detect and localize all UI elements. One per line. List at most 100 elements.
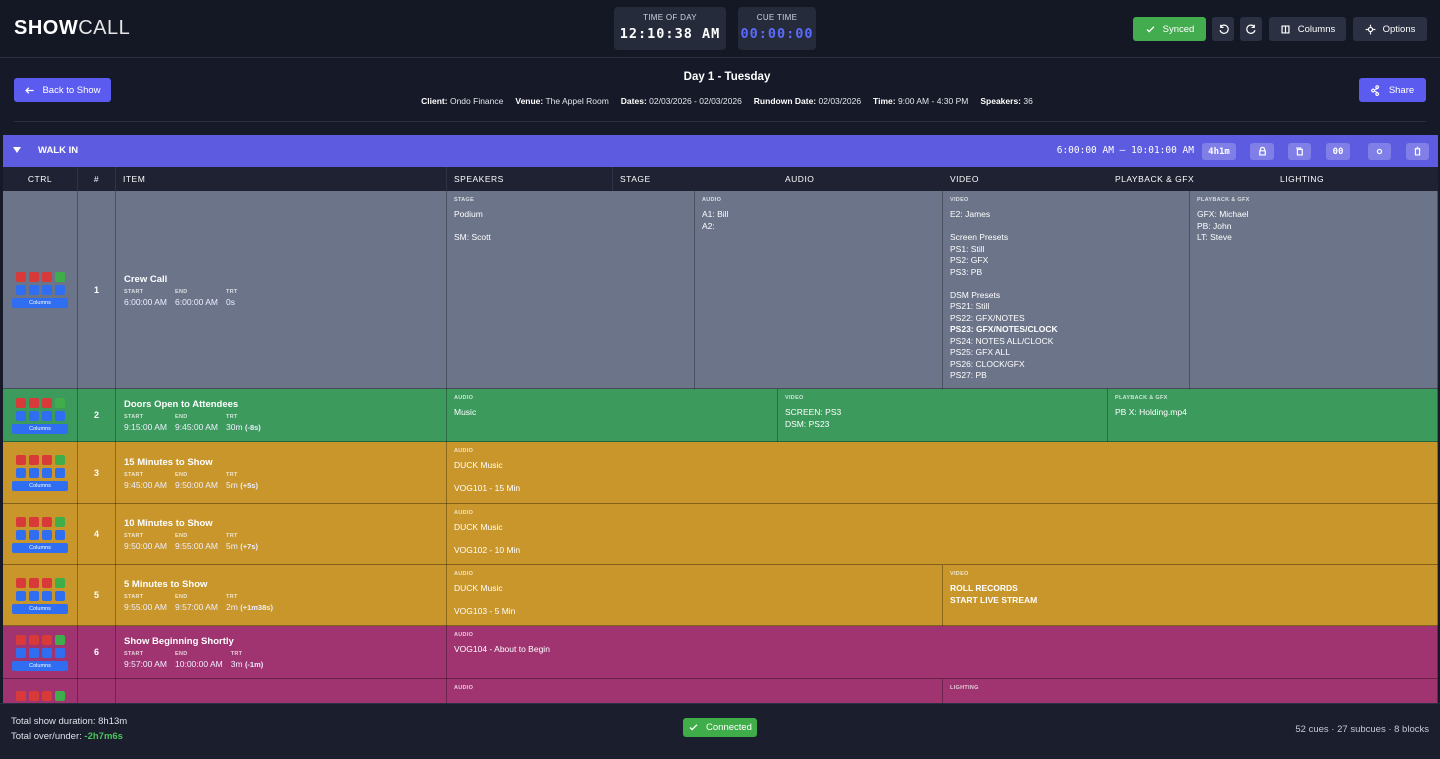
ctrl-button[interactable]: [41, 468, 52, 478]
time-field-value: 5m (+7s): [226, 541, 258, 551]
ctrl-button[interactable]: [54, 516, 65, 527]
ctrl-button[interactable]: [15, 455, 26, 465]
cell-label: AUDIO: [454, 448, 474, 454]
time-field-value: 9:57:00 AM: [124, 659, 168, 669]
info-item: Speakers: 36: [980, 96, 1032, 106]
ctrl-button[interactable]: [15, 285, 26, 295]
ctrl-button[interactable]: [15, 590, 26, 601]
total-over-under: Total over/under: -2h7m6s: [11, 731, 123, 742]
ctrl-button[interactable]: [41, 647, 52, 658]
ctrl-button[interactable]: [54, 397, 65, 408]
ctrl-button[interactable]: [15, 272, 26, 282]
ctrl-button[interactable]: [54, 577, 65, 588]
time-value: 12:10:38 AM: [619, 26, 721, 42]
department-cell: PLAYBACK & GFX GFX: Michael PB: John LT: St…: [1190, 191, 1438, 389]
back-button[interactable]: Back to Show: [14, 78, 111, 102]
time-field: END 9:55:00 AM: [175, 533, 218, 551]
ctrl-button[interactable]: [28, 272, 39, 282]
department-cell: VIDEO E2: James Screen Presets PS1: Still PS…: [943, 191, 1190, 389]
cell-line: DUCK Music: [454, 522, 503, 532]
ctrl-button[interactable]: [41, 285, 52, 295]
ctrl-button[interactable]: [41, 272, 52, 282]
columns-button[interactable]: Columns: [12, 660, 68, 671]
cell-line: DSM Presets: [950, 289, 1001, 300]
ctrl-button[interactable]: [15, 410, 26, 421]
columns-text: Columns: [1297, 23, 1336, 35]
info-value: 02/03/2026: [818, 96, 862, 106]
columns-button[interactable]: Columns: [12, 603, 68, 614]
columns-button[interactable]: Columns: [12, 298, 68, 308]
options-button[interactable]: Options: [1353, 17, 1427, 41]
ctrl-button[interactable]: [41, 691, 52, 701]
collapse-toggle[interactable]: [13, 147, 21, 153]
ctrl-button[interactable]: [54, 272, 65, 282]
ctrl-button[interactable]: [41, 455, 52, 465]
ctrl-button[interactable]: [28, 634, 39, 645]
time-field-value: 9:50:00 AM: [175, 479, 219, 490]
ctrl-button[interactable]: [15, 691, 26, 701]
columns-button[interactable]: Columns: [12, 423, 68, 434]
time-field-label: END: [175, 533, 188, 539]
ctrl-button[interactable]: [54, 590, 65, 601]
time-field: TRT 5m (+5s): [226, 472, 258, 490]
ctrl-button[interactable]: [28, 577, 39, 588]
ctrl-button[interactable]: [28, 647, 39, 658]
ctrl-button[interactable]: [28, 516, 39, 527]
time-field-value: 30m (-8s): [226, 422, 261, 432]
ctrl-button[interactable]: [41, 516, 52, 527]
ctrl-button[interactable]: [54, 410, 65, 421]
info-item: Dates: 02/03/2026 - 02/03/2026: [621, 96, 742, 106]
ctrl-button[interactable]: [28, 455, 39, 465]
ctrl-button[interactable]: [28, 691, 39, 701]
ctrl-button[interactable]: [41, 397, 52, 408]
ctrl-button[interactable]: [54, 634, 65, 645]
ctrl-button[interactable]: [15, 577, 26, 588]
ctrl-button[interactable]: [41, 577, 52, 588]
ctrl-button[interactable]: [28, 529, 39, 540]
columns-button[interactable]: Columns: [12, 542, 68, 553]
ctrl-button[interactable]: [15, 647, 26, 658]
ctrl-button[interactable]: [15, 529, 26, 540]
ctrl-button[interactable]: [15, 516, 26, 527]
ctrl-button[interactable]: [41, 410, 52, 421]
ctrl-button[interactable]: [15, 397, 26, 408]
icon-path: [1218, 24, 1229, 34]
synced-button[interactable]: Synced: [1133, 17, 1206, 41]
redo-button[interactable]: [1240, 17, 1262, 41]
stats: 52 cues · 27 subcues · 8 blocks: [1295, 724, 1429, 735]
ctrl-button[interactable]: [28, 397, 39, 408]
ctrl-button[interactable]: [54, 455, 65, 465]
delete-button[interactable]: [1406, 143, 1429, 160]
cell-label: PLAYBACK & GFX: [1197, 197, 1250, 203]
over-under: (+1m38s): [240, 603, 273, 612]
ctrl-button[interactable]: [54, 468, 65, 478]
ctrl-button[interactable]: [41, 634, 52, 645]
ctrl-button[interactable]: [28, 410, 39, 421]
ctrl-button[interactable]: [28, 590, 39, 601]
ctrl-button[interactable]: [54, 691, 65, 701]
ctrl-button[interactable]: [15, 634, 26, 645]
cue-title: Show Beginning Shortly: [124, 636, 234, 647]
copy-button[interactable]: [1288, 143, 1311, 160]
block-badge[interactable]: 00: [1326, 143, 1350, 160]
lock-button[interactable]: [1250, 143, 1274, 160]
ctrl-button[interactable]: [54, 529, 65, 540]
ctrl-button[interactable]: [28, 285, 39, 295]
undo-button[interactable]: [1212, 17, 1234, 41]
settings-button[interactable]: [1368, 143, 1391, 160]
ctrl-button[interactable]: [41, 529, 52, 540]
ctrl-button[interactable]: [15, 468, 26, 478]
share-button[interactable]: Share: [1359, 78, 1426, 102]
icon: [1376, 148, 1383, 155]
cue-times: START 9:15:00 AM END 9:45:00 AM TRT 30m (-8s): [124, 414, 446, 432]
ctrl-button[interactable]: [41, 590, 52, 601]
ctrl-button[interactable]: [54, 285, 65, 295]
block-time: 6:00:00 AM – 10:01:00 AM: [1056, 145, 1194, 156]
ctrl-button[interactable]: [28, 468, 39, 478]
columns-button[interactable]: Columns: [12, 481, 68, 491]
cell-line: PS23: GFX/NOTES/CLOCK: [950, 324, 1058, 334]
cue-title: Doors Open to Attendees: [124, 399, 239, 410]
column-title: STAGE: [620, 174, 651, 184]
columns-button[interactable]: Columns: [1269, 17, 1346, 41]
ctrl-button[interactable]: [54, 647, 65, 658]
